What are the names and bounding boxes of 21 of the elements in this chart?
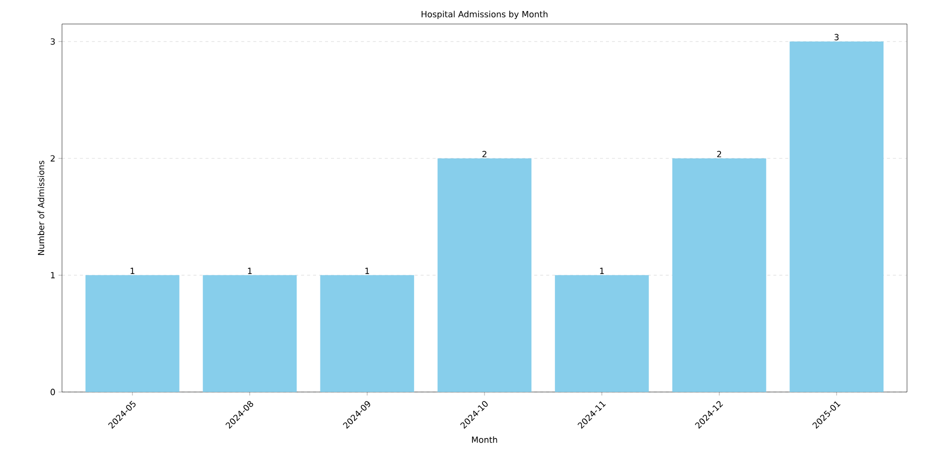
y-tick-label: 3 — [50, 38, 55, 45]
bar — [438, 158, 532, 392]
data-label: 2 — [717, 150, 722, 158]
bar — [202, 275, 297, 392]
data-label: 1 — [130, 268, 134, 274]
chart-title: Hospital Admissions by Month — [422, 10, 548, 19]
data-label: 2 — [482, 150, 486, 158]
bar — [320, 275, 414, 392]
bar — [790, 42, 884, 392]
y-axis-title: Number of Admissions — [38, 160, 44, 255]
bar — [554, 275, 649, 392]
bar — [85, 275, 180, 392]
data-label: 1 — [248, 268, 252, 274]
y-tick-label: 2 — [50, 155, 55, 162]
y-tick-label: 0 — [50, 388, 55, 396]
y-tick-label: 1 — [51, 272, 55, 278]
data-label: 3 — [834, 34, 839, 40]
data-label: 1 — [365, 268, 370, 274]
x-axis-title: Month — [472, 436, 498, 443]
data-label: 1 — [600, 268, 604, 274]
bar — [672, 158, 766, 392]
